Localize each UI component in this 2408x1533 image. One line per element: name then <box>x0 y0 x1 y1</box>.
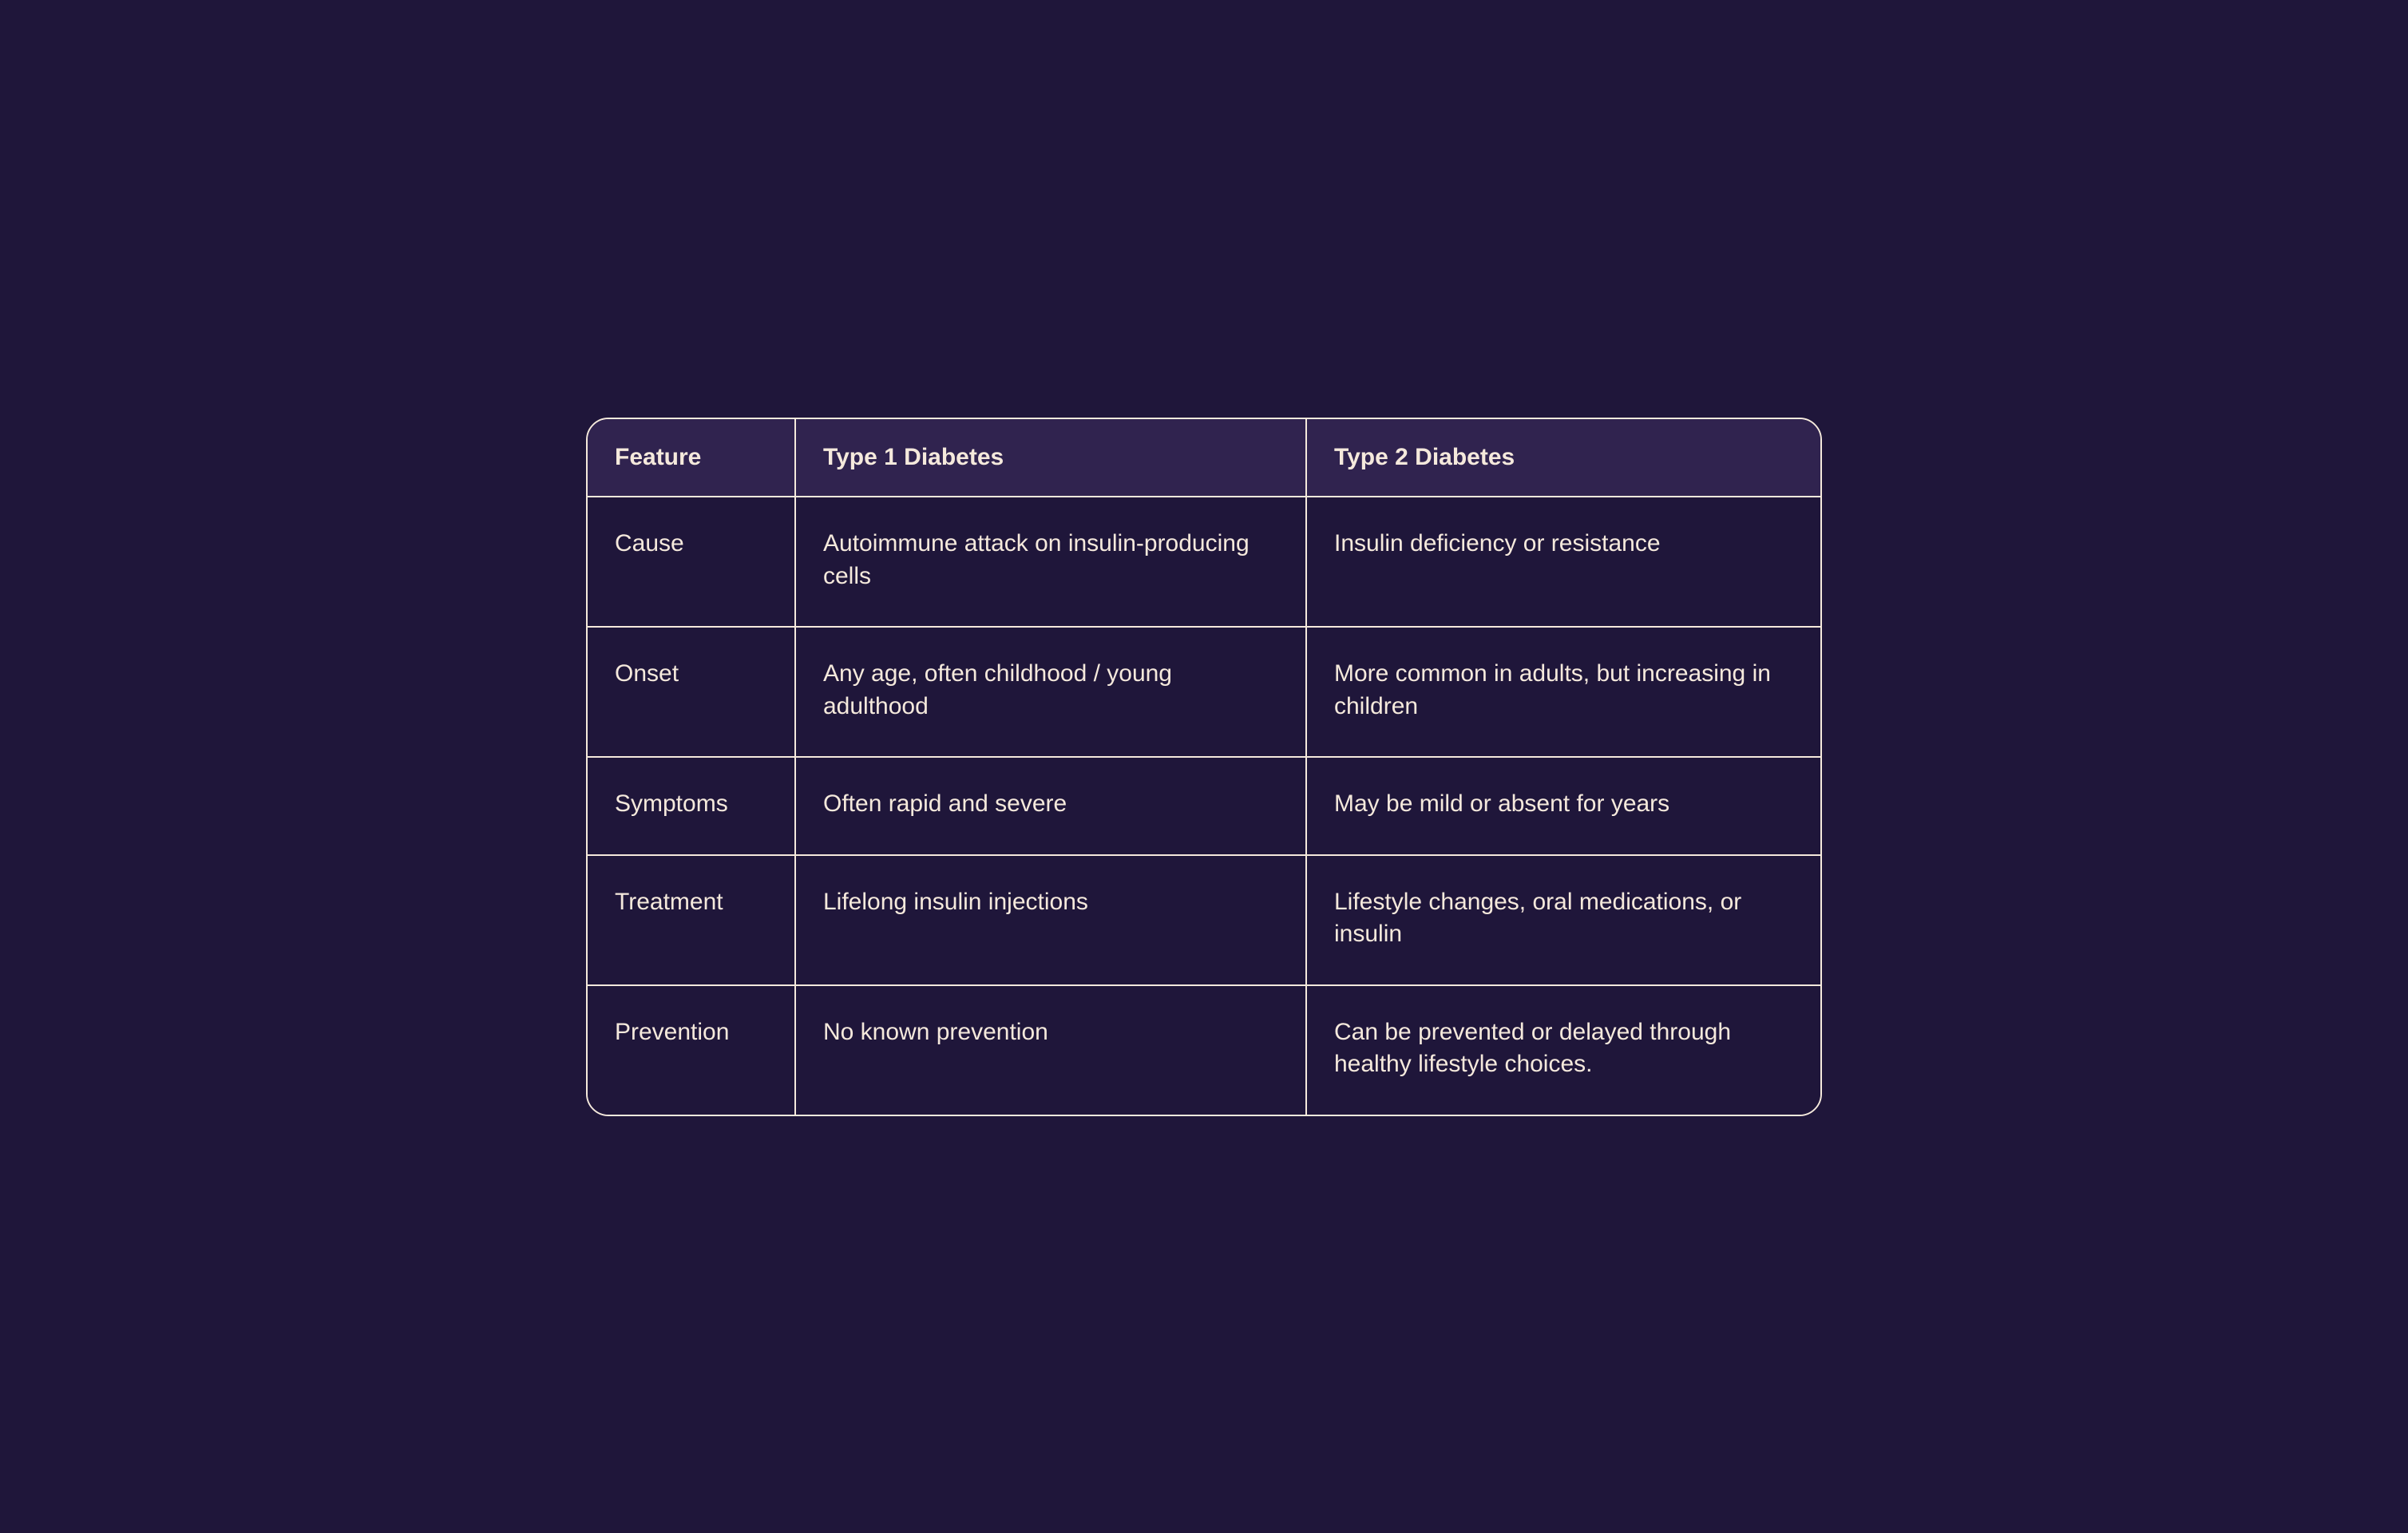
col-header-feature: Feature <box>588 419 795 497</box>
cell-type2: Can be prevented or delayed through heal… <box>1306 985 1822 1115</box>
table-row: Treatment Lifelong insulin injections Li… <box>588 855 1822 985</box>
cell-type2: More common in adults, but increasing in… <box>1306 627 1822 757</box>
cell-type1: Autoimmune attack on insulin-producing c… <box>795 497 1306 627</box>
cell-feature: Treatment <box>588 855 795 985</box>
diabetes-table: Feature Type 1 Diabetes Type 2 Diabetes … <box>588 419 1822 1115</box>
col-header-type2: Type 2 Diabetes <box>1306 419 1822 497</box>
cell-type2: Insulin deficiency or resistance <box>1306 497 1822 627</box>
cell-type1: Any age, often childhood / young adultho… <box>795 627 1306 757</box>
cell-feature: Onset <box>588 627 795 757</box>
cell-type2: May be mild or absent for years <box>1306 757 1822 855</box>
table-row: Cause Autoimmune attack on insulin-produ… <box>588 497 1822 627</box>
cell-type1: Lifelong insulin injections <box>795 855 1306 985</box>
cell-type1: Often rapid and severe <box>795 757 1306 855</box>
comparison-table: Feature Type 1 Diabetes Type 2 Diabetes … <box>586 418 1822 1116</box>
cell-type1: No known prevention <box>795 985 1306 1115</box>
cell-feature: Prevention <box>588 985 795 1115</box>
cell-feature: Cause <box>588 497 795 627</box>
table-row: Symptoms Often rapid and severe May be m… <box>588 757 1822 855</box>
table-row: Onset Any age, often childhood / young a… <box>588 627 1822 757</box>
table-header-row: Feature Type 1 Diabetes Type 2 Diabetes <box>588 419 1822 497</box>
cell-type2: Lifestyle changes, oral medications, or … <box>1306 855 1822 985</box>
col-header-type1: Type 1 Diabetes <box>795 419 1306 497</box>
table-row: Prevention No known prevention Can be pr… <box>588 985 1822 1115</box>
cell-feature: Symptoms <box>588 757 795 855</box>
